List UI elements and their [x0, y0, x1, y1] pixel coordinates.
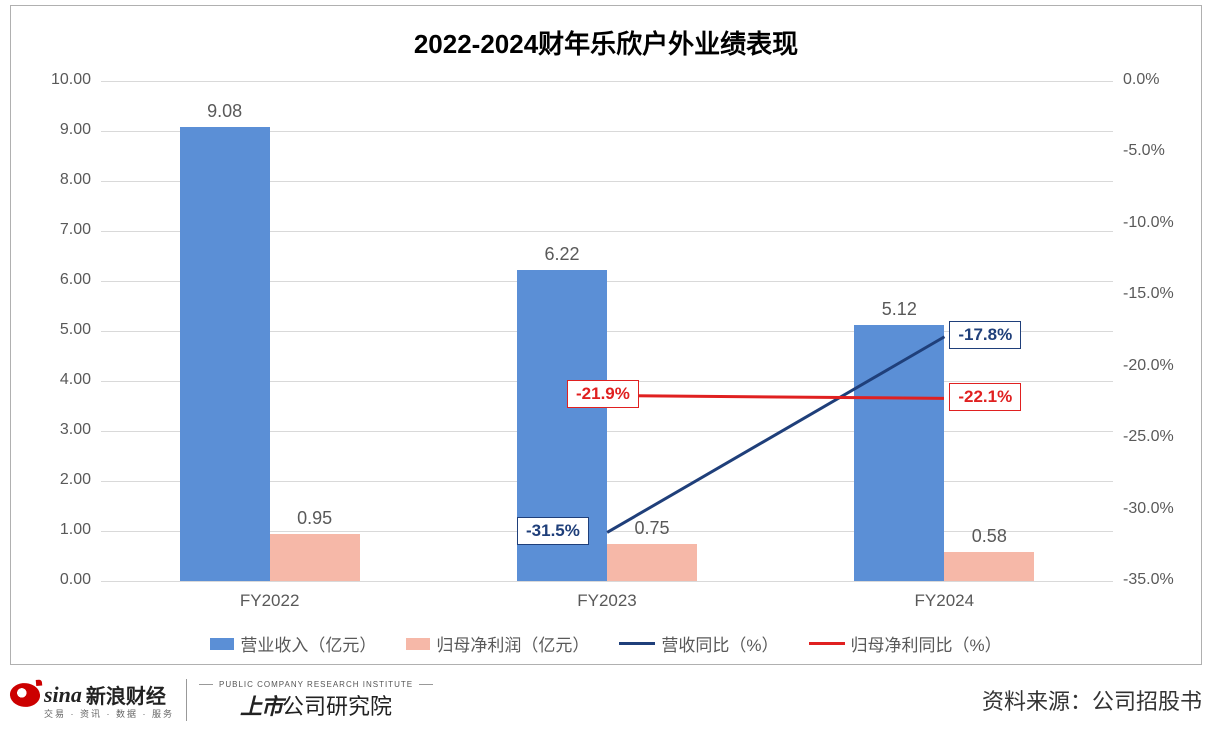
y-right-tick: -30.0% — [1123, 500, 1183, 518]
x-tick: FY2022 — [170, 591, 370, 611]
revenue_yoy-point-label: -31.5% — [517, 517, 589, 545]
net_profit_yoy-point-label: -21.9% — [567, 380, 639, 408]
revenue-bar-label: 9.08 — [175, 101, 275, 122]
sina-logo: sina 新浪财经 交易 · 资讯 · 数据 · 服务 — [10, 680, 174, 720]
y-right-tick: -25.0% — [1123, 428, 1183, 446]
y-left-tick: 0.00 — [41, 571, 91, 589]
revenue-bar-label: 6.22 — [512, 244, 612, 265]
y-left-tick: 5.00 — [41, 321, 91, 339]
y-left-tick: 1.00 — [41, 521, 91, 539]
revenue-bar-label: 5.12 — [849, 299, 949, 320]
chart-title: 2022-2024财年乐欣户外业绩表现 — [11, 24, 1201, 61]
sina-text-en: sina — [44, 682, 82, 708]
logo-group: sina 新浪财经 交易 · 资讯 · 数据 · 服务 PUBLIC COMPA… — [10, 679, 433, 721]
legend-label: 营业收入（亿元） — [240, 631, 376, 656]
y-left-tick: 4.00 — [41, 371, 91, 389]
legend-item-revenue: 营业收入（亿元） — [210, 631, 376, 656]
y-left-tick: 8.00 — [41, 171, 91, 189]
institute-en: PUBLIC COMPANY RESEARCH INSTITUTE — [199, 680, 433, 689]
institute-cn: 上市公司研究院 — [240, 689, 392, 721]
legend-item-revenue_yoy: 营收同比（%） — [619, 631, 778, 656]
y-right-tick: -5.0% — [1123, 142, 1183, 160]
chart-container: 2022-2024财年乐欣户外业绩表现 0.001.002.003.004.00… — [10, 5, 1202, 665]
legend-label: 归母净利同比（%） — [851, 631, 1002, 656]
net_profit-bar — [270, 534, 360, 582]
legend-label: 营收同比（%） — [661, 631, 778, 656]
x-tick: FY2024 — [844, 591, 1044, 611]
y-right-tick: -10.0% — [1123, 214, 1183, 232]
legend-item-net_profit_yoy: 归母净利同比（%） — [809, 631, 1002, 656]
footer: sina 新浪财经 交易 · 资讯 · 数据 · 服务 PUBLIC COMPA… — [10, 679, 1202, 721]
legend-item-net_profit: 归母净利润（亿元） — [406, 631, 589, 656]
legend-line-icon — [809, 642, 845, 645]
x-tick: FY2023 — [507, 591, 707, 611]
legend-line-icon — [619, 642, 655, 645]
legend-swatch — [406, 638, 430, 650]
gridline — [101, 81, 1113, 82]
y-right-tick: -15.0% — [1123, 285, 1183, 303]
sina-text-cn: 新浪财经 — [86, 680, 166, 709]
net_profit-bar-label: 0.95 — [265, 508, 365, 529]
y-left-tick: 9.00 — [41, 121, 91, 139]
net_profit-bar-label: 0.58 — [939, 526, 1039, 547]
source-text: 资料来源：公司招股书 — [982, 684, 1202, 716]
revenue_yoy-point-label: -17.8% — [949, 321, 1021, 349]
y-right-tick: 0.0% — [1123, 71, 1183, 89]
institute-logo: PUBLIC COMPANY RESEARCH INSTITUTE 上市公司研究… — [199, 680, 433, 721]
y-left-tick: 3.00 — [41, 421, 91, 439]
net_profit-bar-label: 0.75 — [602, 518, 702, 539]
y-left-tick: 10.00 — [41, 71, 91, 89]
legend: 营业收入（亿元） 归母净利润（亿元） 营收同比（%） 归母净利同比（%） — [11, 631, 1201, 656]
sina-eye-icon — [9, 681, 41, 708]
legend-label: 归母净利润（亿元） — [436, 631, 589, 656]
net_profit-bar — [607, 544, 697, 582]
plot-area: 0.001.002.003.004.005.006.007.008.009.00… — [101, 81, 1113, 581]
sina-subtitle: 交易 · 资讯 · 数据 · 服务 — [44, 707, 174, 720]
logo-divider — [186, 679, 187, 721]
y-right-tick: -35.0% — [1123, 571, 1183, 589]
y-left-tick: 6.00 — [41, 271, 91, 289]
gridline — [101, 581, 1113, 582]
y-left-tick: 7.00 — [41, 221, 91, 239]
net_profit_yoy-point-label: -22.1% — [949, 383, 1021, 411]
y-right-tick: -20.0% — [1123, 357, 1183, 375]
revenue-bar — [180, 127, 270, 581]
y-left-tick: 2.00 — [41, 471, 91, 489]
legend-swatch — [210, 638, 234, 650]
net_profit-bar — [944, 552, 1034, 581]
